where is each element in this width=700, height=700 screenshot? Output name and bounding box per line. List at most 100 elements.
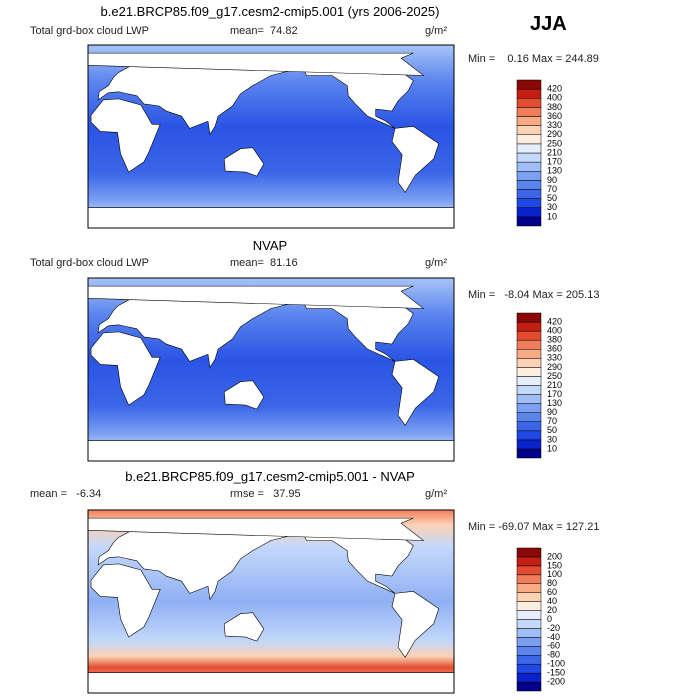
stat-label: mean= 81.16: [230, 257, 298, 269]
colorbar-box: [516, 592, 542, 602]
colorbar-box: [516, 312, 542, 323]
colorbar-label: 50: [547, 425, 557, 435]
colorbar-box: [516, 189, 542, 199]
colorbar-label: 40: [547, 596, 557, 606]
colorbar-box: [516, 98, 542, 108]
colorbar-box: [516, 646, 542, 656]
colorbar-label: 210: [547, 147, 562, 157]
colorbar-box: [516, 672, 542, 683]
stat-label: rmse = 37.95: [230, 488, 301, 500]
stat-label: mean = -6.34: [30, 488, 101, 500]
colorbar-box: [516, 198, 542, 208]
continent: [88, 518, 424, 540]
continent: [392, 359, 439, 425]
colorbar-box: [516, 161, 542, 172]
colorbar-box: [516, 349, 542, 359]
colorbar-label: 200: [547, 551, 562, 561]
colorbar-box: [516, 601, 542, 611]
continent: [392, 591, 439, 657]
continent: [91, 99, 160, 172]
colorbar-box: [516, 125, 542, 135]
colorbar-label: -80: [547, 650, 560, 660]
continent: [88, 441, 454, 461]
continent: [392, 126, 439, 192]
continent: [224, 148, 264, 176]
colorbar-label: 70: [547, 184, 557, 194]
colorbar-box: [516, 663, 542, 674]
colorbar-box: [516, 430, 542, 441]
colorbar-box: [516, 619, 542, 629]
colorbar-label: 380: [547, 335, 562, 345]
colorbar-label: 360: [547, 111, 562, 121]
colorbar-box: [516, 330, 542, 341]
colorbar-box: [516, 321, 542, 332]
colorbar-box: [516, 681, 542, 692]
colorbar-box: [516, 385, 542, 395]
colorbar-box: [516, 367, 542, 377]
continent: [224, 381, 264, 409]
panel-title: b.e21.BRCP85.f09_g17.cesm2-cmip5.001 - N…: [125, 469, 415, 484]
variable-label: Total grd-box cloud LWP: [30, 257, 149, 269]
colorbar-box: [516, 448, 542, 459]
units-label: g/m²: [425, 488, 447, 500]
colorbar-box: [516, 134, 542, 145]
range-label: Min = -8.04 Max = 205.13: [468, 289, 599, 301]
colorbar-label: 330: [547, 120, 562, 130]
colorbar-label: 80: [547, 578, 557, 588]
colorbar-box: [516, 358, 542, 368]
colorbar-label: 150: [547, 560, 562, 570]
colorbar-label: 380: [547, 102, 562, 112]
season: JJA: [530, 13, 567, 35]
colorbar-label: -150: [547, 668, 565, 678]
continent: [88, 286, 424, 308]
colorbar-box: [516, 637, 542, 647]
colorbar-label: 290: [547, 129, 562, 139]
colorbar-label: 10: [547, 443, 557, 453]
colorbar-label: 90: [547, 407, 557, 417]
panel-title: NVAP: [253, 238, 287, 253]
colorbar-box: [516, 628, 542, 638]
units-label: g/m²: [425, 257, 447, 269]
colorbar-box: [516, 143, 542, 154]
map: [88, 278, 454, 461]
colorbar-label: 50: [547, 193, 557, 203]
colorbar-label: 360: [547, 344, 562, 354]
colorbar-box: [516, 583, 542, 593]
colorbar-label: 170: [547, 389, 562, 399]
continent: [91, 564, 160, 637]
colorbar-box: [516, 403, 542, 413]
colorbar-label: 30: [547, 434, 557, 444]
colorbar-box: [516, 376, 542, 386]
units-label: g/m²: [425, 25, 447, 37]
map: [88, 45, 454, 228]
colorbar-box: [516, 79, 542, 90]
colorbar-label: -200: [547, 676, 565, 686]
continent: [98, 58, 291, 134]
colorbar-label: 90: [547, 175, 557, 185]
panel-title: b.e21.BRCP85.f09_g17.cesm2-cmip5.001 (yr…: [101, 4, 440, 19]
colorbar-label: 250: [547, 138, 562, 148]
colorbar-box: [516, 547, 542, 558]
colorbar-label: -20: [547, 623, 560, 633]
colorbar-box: [516, 565, 542, 576]
colorbar-box: [516, 171, 542, 181]
colorbar-label: 290: [547, 362, 562, 372]
continent: [88, 53, 424, 75]
colorbar-box: [516, 207, 542, 218]
colorbar-box: [516, 610, 542, 620]
map-frame: [87, 44, 455, 229]
colorbar-label: 100: [547, 569, 562, 579]
colorbar-label: 420: [547, 316, 562, 326]
colorbar-box: [516, 152, 542, 163]
continent: [98, 291, 291, 367]
colorbar-box: [516, 574, 542, 584]
colorbar-label: 130: [547, 166, 562, 176]
colorbar-box: [516, 412, 542, 422]
colorbar-label: 60: [547, 587, 557, 597]
colorbar-label: 330: [547, 353, 562, 363]
colorbar-label: 170: [547, 157, 562, 167]
colorbar-box: [516, 655, 542, 665]
continent: [91, 332, 160, 405]
map: [88, 510, 454, 693]
